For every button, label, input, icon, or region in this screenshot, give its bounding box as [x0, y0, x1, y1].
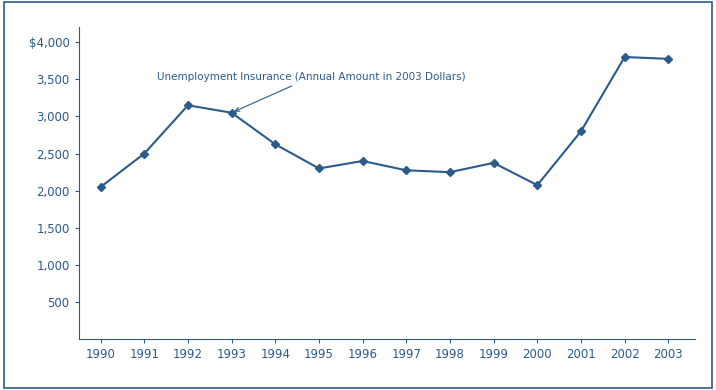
Text: Unemployment Insurance (Annual Amount in 2003 Dollars): Unemployment Insurance (Annual Amount in… — [158, 72, 466, 111]
